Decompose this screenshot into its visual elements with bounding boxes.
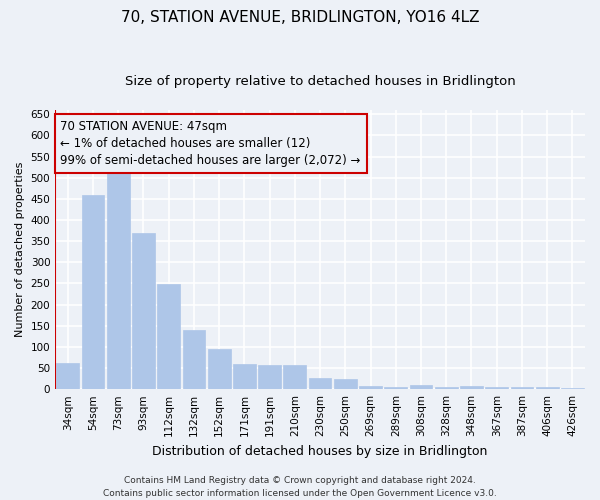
Bar — [460, 386, 483, 389]
Bar — [561, 388, 584, 389]
Bar — [435, 387, 458, 389]
Bar — [182, 330, 205, 389]
X-axis label: Distribution of detached houses by size in Bridlington: Distribution of detached houses by size … — [152, 444, 488, 458]
Y-axis label: Number of detached properties: Number of detached properties — [15, 162, 25, 338]
Bar — [511, 388, 533, 389]
Text: 70 STATION AVENUE: 47sqm
← 1% of detached houses are smaller (12)
99% of semi-de: 70 STATION AVENUE: 47sqm ← 1% of detache… — [61, 120, 361, 167]
Bar — [132, 232, 155, 389]
Text: 70, STATION AVENUE, BRIDLINGTON, YO16 4LZ: 70, STATION AVENUE, BRIDLINGTON, YO16 4L… — [121, 10, 479, 25]
Bar — [233, 364, 256, 389]
Bar — [385, 387, 407, 389]
Bar — [359, 386, 382, 389]
Text: Contains HM Land Registry data © Crown copyright and database right 2024.
Contai: Contains HM Land Registry data © Crown c… — [103, 476, 497, 498]
Bar — [536, 387, 559, 389]
Title: Size of property relative to detached houses in Bridlington: Size of property relative to detached ho… — [125, 75, 515, 88]
Bar — [334, 378, 356, 389]
Bar — [107, 169, 130, 389]
Bar — [258, 364, 281, 389]
Bar — [82, 196, 104, 389]
Bar — [208, 349, 230, 389]
Bar — [485, 387, 508, 389]
Bar — [56, 363, 79, 389]
Bar — [283, 365, 306, 389]
Bar — [309, 378, 331, 389]
Bar — [157, 284, 180, 389]
Bar — [410, 384, 433, 389]
